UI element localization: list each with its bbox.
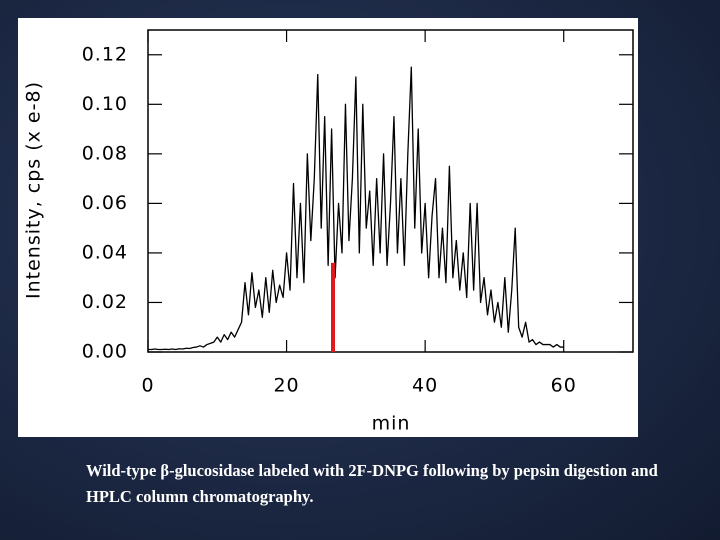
y-tick-label: 0.08 <box>82 142 128 164</box>
y-axis-label: Intensity, cps (x e-8) <box>23 81 45 299</box>
x-tick-label: 20 <box>273 375 299 397</box>
chromatogram-line <box>148 66 564 351</box>
y-tick-label: 0.06 <box>82 192 128 214</box>
caption: Wild-type β-glucosidase labeled with 2F-… <box>86 461 658 506</box>
x-tick-label: 0 <box>141 375 154 397</box>
x-axis-label: min <box>372 413 411 435</box>
plot-frame <box>147 29 634 353</box>
y-tick-label: 0.00 <box>82 341 128 363</box>
x-tick-label: 60 <box>551 375 577 397</box>
highlight-bar <box>330 262 335 352</box>
y-tick-label: 0.12 <box>82 43 128 65</box>
y-tick-label: 0.04 <box>82 241 128 263</box>
y-tick-label: 0.10 <box>82 93 128 115</box>
y-tick-label: 0.02 <box>82 291 128 313</box>
x-tick-label: 40 <box>412 375 438 397</box>
chart-panel <box>18 18 638 437</box>
